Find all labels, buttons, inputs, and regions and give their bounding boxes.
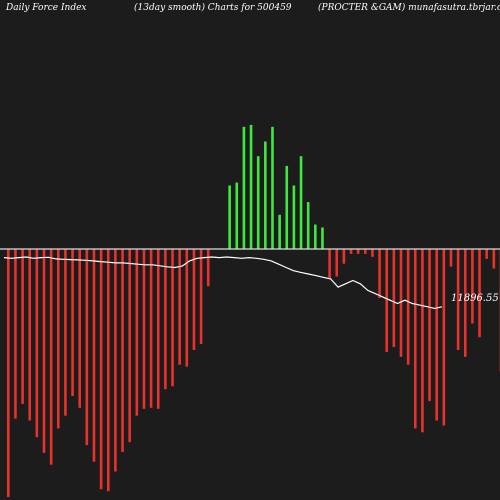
positive-bar — [256, 156, 260, 249]
positive-bar — [285, 165, 289, 249]
negative-bar — [199, 249, 203, 345]
negative-bar — [485, 249, 488, 259]
negative-bar — [64, 249, 67, 416]
negative-bar — [428, 249, 431, 401]
negative-bar — [156, 249, 160, 409]
chart-header-right: (PROCTER &GAM) munafasutra.tbrjar.com — [318, 3, 500, 13]
negative-bar — [185, 249, 189, 367]
negative-bar — [78, 249, 81, 408]
negative-bar — [478, 249, 481, 338]
negative-bar — [142, 249, 146, 409]
negative-bar — [364, 249, 367, 254]
positive-bar — [242, 126, 246, 249]
negative-bar — [192, 249, 196, 350]
negative-bar — [378, 249, 381, 299]
negative-bar — [92, 249, 96, 462]
negative-bar — [35, 249, 39, 438]
negative-bar — [114, 249, 117, 472]
negative-bar — [206, 249, 210, 287]
chart-header-middle: (13day smooth) Charts for 500459 — [134, 3, 292, 13]
price-line — [3, 256, 443, 310]
negative-bar — [178, 249, 181, 365]
negative-bar — [413, 249, 417, 429]
negative-bar — [435, 249, 438, 421]
force-index-bars — [7, 124, 500, 498]
positive-bar — [228, 185, 231, 249]
negative-bar — [392, 249, 396, 348]
negative-bar — [328, 249, 331, 279]
positive-bar — [278, 214, 281, 249]
negative-bar — [335, 249, 339, 277]
negative-bar — [99, 249, 103, 490]
negative-bar — [56, 249, 60, 429]
negative-bar — [106, 249, 110, 492]
negative-bar — [71, 249, 74, 397]
negative-bar — [49, 249, 53, 465]
negative-bar — [385, 249, 389, 352]
negative-bar — [456, 249, 460, 350]
negative-bar — [7, 249, 10, 498]
negative-bar — [399, 249, 403, 357]
negative-bar — [356, 249, 360, 254]
negative-bar — [492, 249, 496, 269]
negative-bar — [42, 249, 46, 453]
negative-bar — [128, 249, 131, 443]
negative-bar — [449, 249, 453, 267]
negative-bar — [421, 249, 424, 433]
negative-bar — [463, 249, 467, 357]
positive-bar — [249, 124, 253, 249]
positive-bar — [299, 156, 303, 249]
negative-bar — [85, 249, 89, 446]
negative-bar — [442, 249, 446, 426]
negative-bar — [149, 249, 153, 408]
positive-bar — [314, 224, 317, 249]
negative-bar — [164, 249, 167, 390]
positive-bar — [235, 182, 239, 249]
negative-bar — [342, 249, 346, 264]
positive-bar — [321, 227, 324, 249]
positive-bar — [264, 141, 267, 249]
negative-bar — [121, 249, 124, 452]
last-price-label: 11896.55 — [451, 293, 499, 304]
negative-bar — [371, 249, 374, 257]
negative-bar — [406, 249, 410, 365]
positive-bar — [271, 126, 274, 249]
negative-bar — [135, 249, 139, 416]
positive-bar — [292, 185, 296, 249]
negative-bar — [171, 249, 174, 387]
negative-bar — [28, 249, 32, 421]
negative-bar — [14, 249, 17, 419]
negative-bar — [349, 249, 353, 254]
positive-bar — [306, 202, 310, 249]
chart-header-left: Daily Force Index — [6, 3, 87, 13]
negative-bar — [471, 249, 474, 324]
negative-bar — [21, 249, 24, 404]
